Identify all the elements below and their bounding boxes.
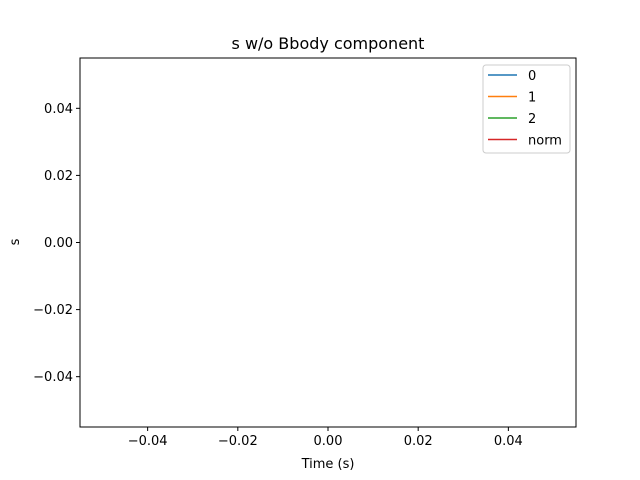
legend-label: 2 [528, 112, 536, 127]
legend-box [482, 64, 571, 154]
x-tick-label: 0.00 [314, 434, 343, 449]
legend: 0 1 2 norm [482, 64, 571, 154]
x-tick-label: −0.02 [218, 434, 258, 449]
chart-title: s w/o Bbody component [232, 34, 425, 53]
x-tick-label: 0.04 [494, 434, 523, 449]
y-tick-label: −0.04 [33, 370, 73, 385]
y-tick-label: 0.00 [44, 236, 73, 251]
x-tick-label: −0.04 [128, 434, 168, 449]
y-tick-label: 0.04 [44, 102, 73, 117]
y-tick-label: 0.02 [44, 169, 73, 184]
legend-label: 0 [528, 69, 536, 84]
legend-label: norm [528, 134, 562, 149]
y-axis: −0.04 −0.02 0.00 0.02 0.04 [33, 102, 80, 385]
legend-label: 1 [528, 91, 536, 106]
x-axis: −0.04 −0.02 0.00 0.02 0.04 [128, 427, 523, 449]
y-axis-label: s [8, 238, 23, 245]
x-axis-label: Time (s) [301, 457, 355, 472]
y-tick-label: −0.02 [33, 303, 73, 318]
x-tick-label: 0.02 [404, 434, 433, 449]
